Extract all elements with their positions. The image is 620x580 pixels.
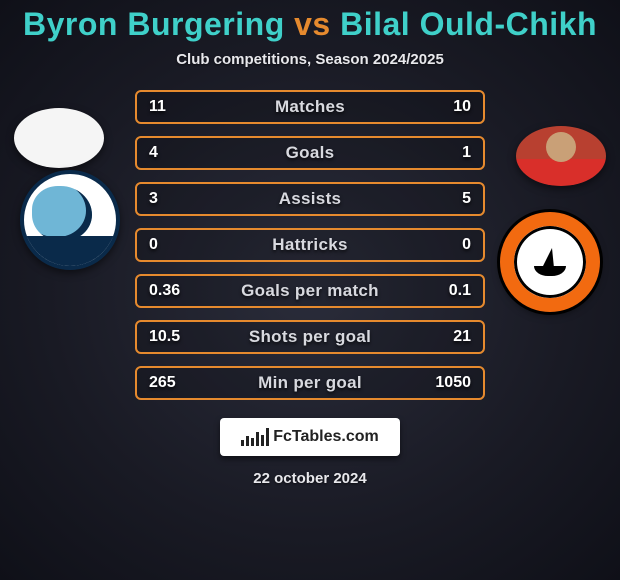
- player2-club-badge: [500, 212, 600, 312]
- chart-icon: [241, 428, 269, 446]
- stat-value-right: 0: [462, 236, 471, 254]
- player2-avatar: [516, 126, 606, 186]
- stats-table: 11 Matches 10 4 Goals 1 3 Assists 5 0 Hattricks 0 0.…: [135, 90, 485, 400]
- stat-value-right: 0.1: [449, 282, 471, 300]
- stat-value-left: 0.36: [149, 282, 180, 300]
- stat-row: 265 Min per goal 1050: [135, 366, 485, 400]
- subtitle: Club competitions, Season 2024/2025: [176, 51, 444, 68]
- stat-value-left: 10.5: [149, 328, 180, 346]
- stat-label: Shots per goal: [249, 327, 371, 347]
- brand-text: FcTables.com: [273, 428, 379, 446]
- page-title: Byron Burgering vs Bilal Ould-Chikh: [23, 6, 597, 43]
- stat-value-left: 265: [149, 374, 176, 392]
- stat-value-left: 0: [149, 236, 158, 254]
- stat-row: 10.5 Shots per goal 21: [135, 320, 485, 354]
- vs-separator: vs: [294, 6, 331, 42]
- player2-name: Bilal Ould-Chikh: [340, 6, 597, 42]
- stat-value-right: 1050: [435, 374, 471, 392]
- stat-value-left: 4: [149, 144, 158, 162]
- player1-club-badge: FC DEN BOSCH: [20, 170, 120, 270]
- stat-row: 4 Goals 1: [135, 136, 485, 170]
- stat-row: 0 Hattricks 0: [135, 228, 485, 262]
- stat-label: Goals: [286, 143, 335, 163]
- player1-club-name: FC DEN BOSCH: [24, 253, 116, 262]
- footer-date: 22 october 2024: [253, 470, 366, 487]
- player1-avatar: [14, 108, 104, 168]
- player1-name: Byron Burgering: [23, 6, 285, 42]
- stat-value-left: 11: [149, 98, 166, 116]
- stat-value-right: 5: [462, 190, 471, 208]
- stat-label: Matches: [275, 97, 345, 117]
- stat-row: 11 Matches 10: [135, 90, 485, 124]
- stat-label: Goals per match: [241, 281, 379, 301]
- stat-row: 3 Assists 5: [135, 182, 485, 216]
- comparison-card: Byron Burgering vs Bilal Ould-Chikh Club…: [0, 0, 620, 580]
- stat-row: 0.36 Goals per match 0.1: [135, 274, 485, 308]
- stat-value-right: 10: [453, 98, 471, 116]
- stat-value-left: 3: [149, 190, 158, 208]
- stat-value-right: 21: [453, 328, 471, 346]
- stat-label: Assists: [279, 189, 342, 209]
- stat-label: Hattricks: [272, 235, 347, 255]
- stat-value-right: 1: [462, 144, 471, 162]
- stat-label: Min per goal: [258, 373, 362, 393]
- brand-logo: FcTables.com: [220, 418, 400, 456]
